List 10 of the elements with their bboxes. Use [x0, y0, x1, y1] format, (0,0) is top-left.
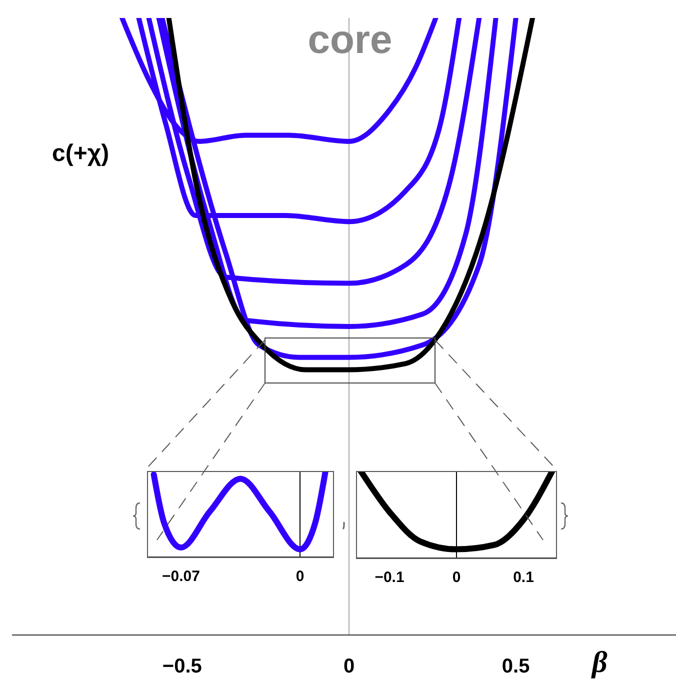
y-axis-title: c(+χ)	[52, 140, 110, 168]
x-tick-label: 0.5	[502, 656, 530, 678]
x-axis-title: β	[592, 646, 608, 680]
x-tick-label: −0.1	[374, 569, 404, 586]
x-tick-label: 0.1	[513, 569, 534, 586]
x-tick-label: −0.07	[162, 568, 200, 586]
x-tick-label: 0	[343, 656, 355, 678]
x-tick-label: 0	[296, 568, 304, 586]
x-tick-label: −0.5	[162, 656, 202, 678]
x-tick-label: 0	[452, 569, 461, 586]
